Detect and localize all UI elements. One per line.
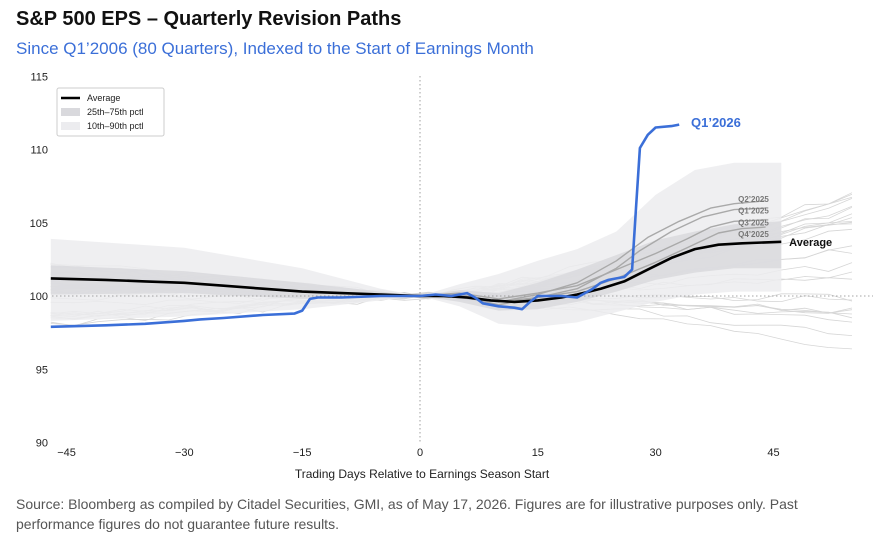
x-tick-label: 30 [650,447,662,459]
source-note: Source: Bloomberg as compiled by Citadel… [16,496,798,532]
annotation-q1-2026: Q1’2026 [691,115,741,130]
annotation-q3-2025: Q3’2025 [738,218,769,227]
x-tick-label: −15 [293,447,312,459]
annotation-average: Average [789,237,832,249]
series-line-q1-2025 [420,207,766,306]
legend-iqr-swatch [61,108,80,116]
annotation-q2-2025: Q2’2025 [738,195,769,204]
y-tick-label: 95 [36,364,48,376]
annotation-q1-2025: Q1’2025 [738,207,769,216]
y-tick-label: 105 [30,218,48,230]
x-tick-label: 0 [417,447,423,459]
x-axis-label: Trading Days Relative to Earnings Season… [295,467,550,481]
y-tick-label: 90 [36,438,48,450]
series-line-q3-2025 [419,219,766,300]
revision-paths-chart: −45 −30 −15 0 15 30 45 90 95 100 105 110 115 Q1’2026… [30,71,873,481]
legend-iqr-label: 25th–75th pctl [87,107,144,117]
legend-average-label: Average [87,93,120,103]
annotations: Q1’2026 Average Q2’2025 Q1’2025 Q3’2025 Q4’20… [691,115,832,249]
series-lines [50,123,782,329]
y-tick-label: 110 [30,145,48,157]
reference-lines [52,76,873,442]
chart-title: S&P 500 EPS – Quarterly Revision Paths [16,8,402,30]
series-line-average [50,240,782,304]
x-tick-label: 45 [767,447,779,459]
y-tick-label: 115 [30,71,48,83]
series-line-q1-2026 [50,123,680,329]
legend: Average 25th–75th pctl 10th–90th pctl [56,87,165,137]
legend-decile-label: 10th–90th pctl [87,121,144,131]
y-tick-label: 100 [30,291,48,303]
x-tick-label: −45 [57,447,76,459]
x-tick-label: −30 [175,447,194,459]
x-tick-label: 15 [532,447,544,459]
annotation-q4-2025: Q4’2025 [738,230,769,239]
legend-box [56,87,165,137]
chart-subtitle: Since Q1’2006 (80 Quarters), Indexed to … [16,39,534,58]
axis-ticks: −45 −30 −15 0 15 30 45 90 95 100 105 110 115 [30,71,780,459]
legend-decile-swatch [61,122,80,130]
